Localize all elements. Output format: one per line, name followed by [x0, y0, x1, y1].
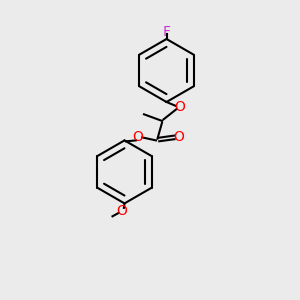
- Text: O: O: [175, 100, 185, 114]
- Text: O: O: [133, 130, 143, 144]
- Text: O: O: [173, 130, 184, 144]
- Text: F: F: [163, 25, 170, 38]
- Text: O: O: [116, 204, 127, 218]
